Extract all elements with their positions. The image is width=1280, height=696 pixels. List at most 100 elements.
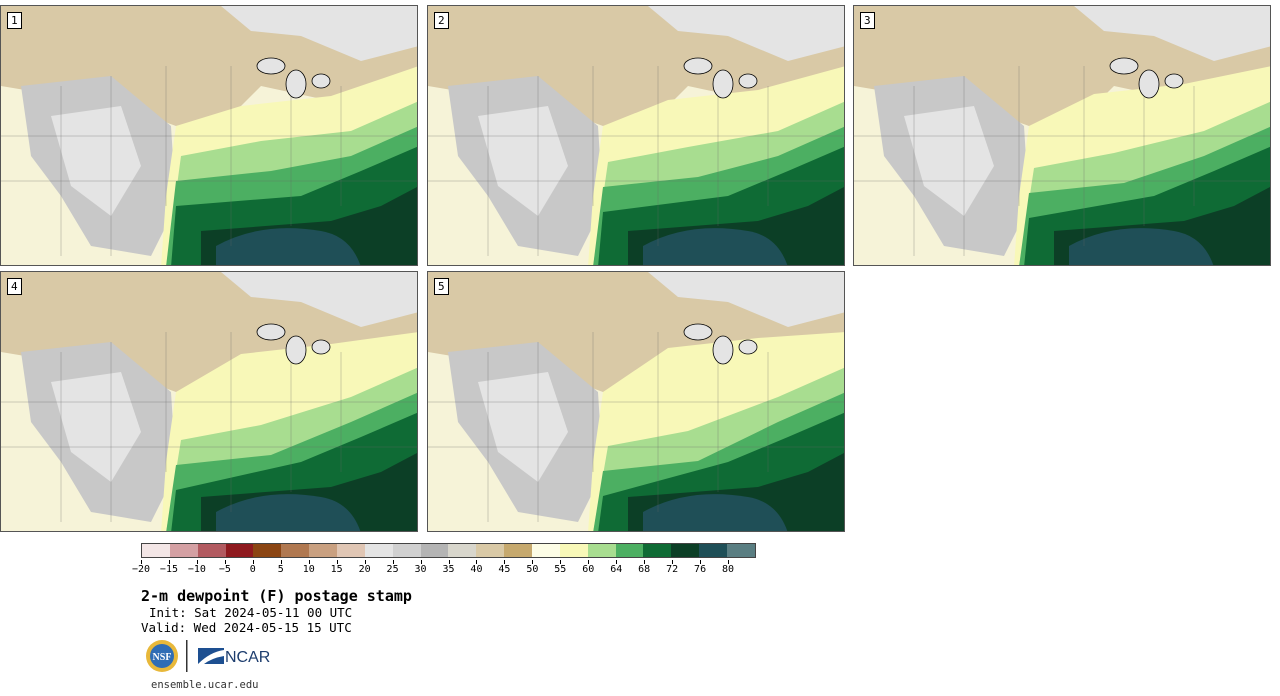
great-lake <box>311 339 331 355</box>
dewpoint-map <box>1 272 417 531</box>
legend-tick-label: 15 <box>330 564 343 575</box>
legend-tick-mark <box>644 560 646 564</box>
legend-tick-mark <box>672 560 674 564</box>
svg-text:NCAR: NCAR <box>225 649 270 666</box>
legend-tick-label: 60 <box>582 564 595 575</box>
dewpoint-map <box>428 6 844 265</box>
legend-swatch <box>309 544 338 557</box>
legend-swatch <box>532 544 560 557</box>
canada-gray-region <box>221 6 417 61</box>
legend-swatch <box>504 544 533 557</box>
legend-tick-label: 5 <box>277 564 284 575</box>
legend-tick-mark <box>141 560 142 564</box>
forecast-panel-3: 3 <box>853 5 1271 266</box>
legend-swatch <box>253 544 282 557</box>
great-lake <box>256 57 286 75</box>
svg-text:NSF: NSF <box>153 652 172 663</box>
gulf-of-mexico <box>643 494 788 531</box>
valid-time: Valid: Wed 2024-05-15 15 UTC <box>141 620 352 635</box>
great-lake <box>712 69 734 99</box>
legend-tick-mark <box>700 560 702 564</box>
panel-label: 1 <box>7 12 22 29</box>
legend-tick-mark <box>476 560 478 564</box>
color-legend-bar <box>141 543 756 558</box>
sponsor-logos: NSF NCAR <box>146 640 270 672</box>
legend-tick-label: 68 <box>638 564 651 575</box>
great-lake <box>683 57 713 75</box>
legend-swatch <box>587 544 616 557</box>
forecast-panel-2: 2 <box>427 5 845 266</box>
dewpoint-map <box>1 6 417 265</box>
legend-tick-mark <box>560 560 562 564</box>
legend-tick-label: 25 <box>386 564 399 575</box>
forecast-panel-4: 4 <box>0 271 418 532</box>
legend-tick-label: 80 <box>722 564 735 575</box>
website-link[interactable]: ensemble.ucar.edu <box>151 679 259 691</box>
legend-tick-label: 30 <box>414 564 427 575</box>
great-lake <box>285 69 307 99</box>
panel-label: 4 <box>7 278 22 295</box>
great-lake <box>1138 69 1160 99</box>
legend-swatch <box>337 544 365 557</box>
great-lake <box>311 73 331 89</box>
canada-gray-region <box>648 272 844 327</box>
great-lake <box>1109 57 1139 75</box>
legend-swatch <box>671 544 700 557</box>
dewpoint-map <box>428 272 844 531</box>
legend-tick-label: 0 <box>249 564 256 575</box>
panel-label: 5 <box>434 278 449 295</box>
gulf-of-mexico <box>216 494 361 531</box>
legend-tick-mark <box>504 560 506 564</box>
legend-swatch <box>448 544 477 557</box>
great-lake <box>712 335 734 365</box>
legend-tick-mark <box>308 560 310 564</box>
western-terrain-light <box>478 106 568 216</box>
western-terrain-light <box>478 372 568 482</box>
legend-tick-label: 76 <box>694 564 707 575</box>
legend-tick-mark <box>168 560 170 564</box>
legend-swatch <box>699 544 728 557</box>
legend-tick-label: 50 <box>526 564 539 575</box>
great-lake <box>1164 73 1184 89</box>
legend-tick-mark <box>392 560 394 564</box>
panel-label: 2 <box>434 12 449 29</box>
legend-tick-mark <box>448 560 450 564</box>
legend-tick-mark <box>728 560 730 564</box>
legend-tick-mark <box>280 560 282 564</box>
canada-gray-region <box>221 272 417 327</box>
western-terrain-light <box>51 106 141 216</box>
legend-swatch <box>643 544 672 557</box>
legend-tick-label: 45 <box>498 564 511 575</box>
forecast-panel-1: 1 <box>0 5 418 266</box>
western-terrain-light <box>51 372 141 482</box>
legend-tick-label: −20 <box>131 564 151 575</box>
legend-tick-label: −15 <box>159 564 178 575</box>
legend-swatch <box>420 544 449 557</box>
color-legend-ticks: −20 −15 −10 −5 0 5 10 15 20 25 30 35 40 45 50 55 60 64 68 7… <box>132 560 756 580</box>
legend-swatch <box>169 544 198 557</box>
legend-swatch <box>392 544 421 557</box>
legend-tick-label: 64 <box>610 564 623 575</box>
western-terrain-light <box>904 106 994 216</box>
legend-tick-mark <box>588 560 590 564</box>
great-lake <box>738 339 758 355</box>
legend-tick-mark <box>336 560 338 564</box>
legend-tick-mark <box>224 560 226 564</box>
legend-tick-label: 55 <box>554 564 567 575</box>
init-time: Init: Sat 2024-05-11 00 UTC <box>149 605 353 620</box>
great-lake <box>683 323 713 341</box>
legend-tick-label: 35 <box>442 564 455 575</box>
legend-tick-label: −5 <box>218 564 231 575</box>
gulf-of-mexico <box>1069 228 1214 265</box>
legend-tick-label: 72 <box>666 564 679 575</box>
great-lake <box>285 335 307 365</box>
nsf-logo-icon: NSF <box>146 640 178 672</box>
forecast-panel-5: 5 <box>427 271 845 532</box>
legend-swatch <box>364 544 393 557</box>
legend-tick-label: −10 <box>187 564 206 575</box>
legend-tick-mark <box>364 560 366 564</box>
panel-label: 3 <box>860 12 875 29</box>
legend-swatch <box>476 544 505 557</box>
legend-swatch <box>225 544 254 557</box>
legend-swatch <box>615 544 644 557</box>
